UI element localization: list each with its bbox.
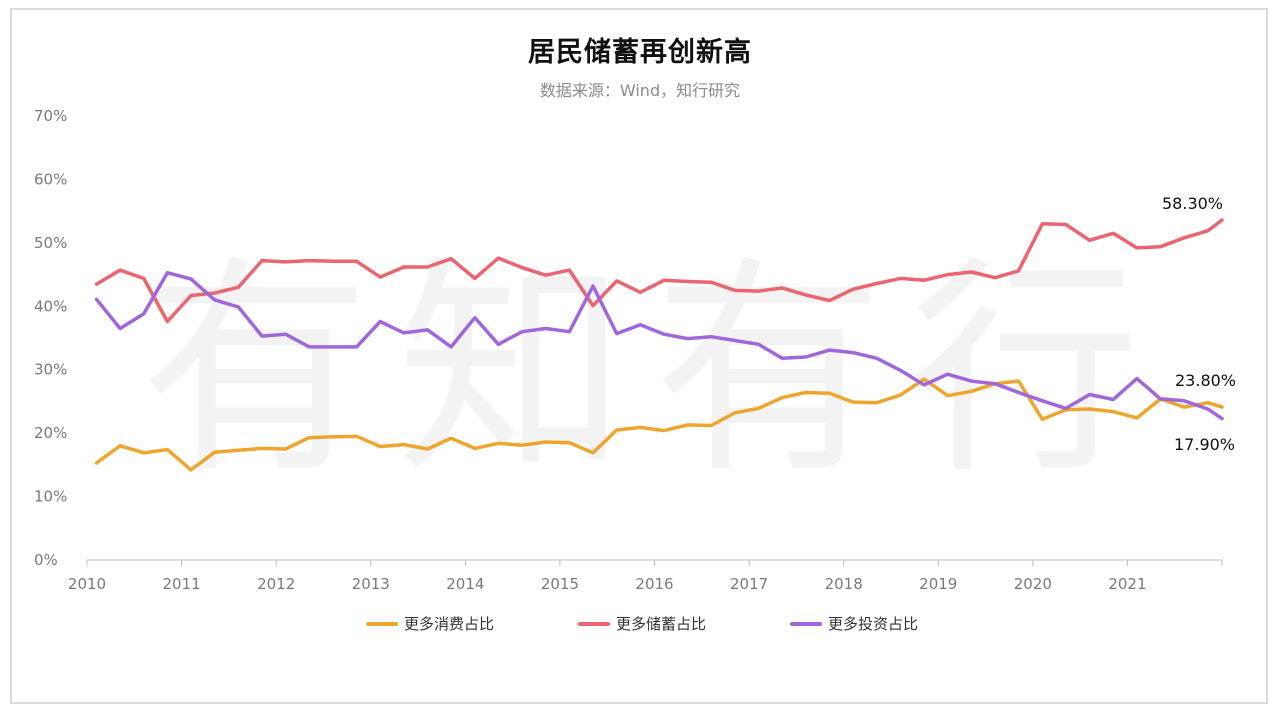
y-tick-label: 30%: [34, 361, 67, 379]
x-tick-label: 2019: [919, 575, 957, 593]
data-label: 17.90%: [1174, 435, 1235, 454]
x-tick-label: 2018: [825, 575, 863, 593]
series-line-consumption: [94, 377, 1224, 472]
x-tick-label: 2014: [446, 575, 484, 593]
legend: 更多消费占比 更多储蓄占比 更多投资占比: [0, 613, 1280, 637]
x-tick-label: 2016: [635, 575, 673, 593]
legend-label-investment: 更多投资占比: [828, 615, 919, 633]
series-line-investment: [94, 270, 1224, 421]
x-tick-label: 2021: [1108, 575, 1146, 593]
legend-item-investment[interactable]: 更多投资占比: [790, 613, 918, 634]
y-tick-label: 60%: [34, 170, 67, 188]
legend-item-consumption[interactable]: 更多消费占比: [366, 613, 494, 634]
x-tick-label: 2013: [352, 575, 390, 593]
y-tick-label: 0%: [34, 551, 58, 569]
legend-swatch-consumption: [366, 621, 398, 626]
x-tick-label: 2020: [1014, 575, 1052, 593]
chart-frame: [10, 8, 1268, 704]
x-tick-label: 2011: [162, 575, 200, 593]
chart-subtitle: 数据来源：Wind，知行研究: [539, 81, 741, 100]
y-tick-label: 10%: [34, 488, 67, 506]
y-tick-label: 40%: [34, 297, 67, 315]
legend-item-savings[interactable]: 更多储蓄占比: [578, 613, 706, 634]
legend-label-savings: 更多储蓄占比: [616, 615, 707, 633]
y-tick-label: 70%: [34, 107, 67, 125]
x-tick-label: 2017: [730, 575, 768, 593]
y-tick-label: 50%: [34, 234, 67, 252]
chart-title: 居民储蓄再创新高: [528, 37, 752, 68]
data-label: 23.80%: [1175, 371, 1236, 390]
x-tick-label: 2012: [257, 575, 295, 593]
legend-swatch-savings: [578, 621, 610, 626]
y-tick-label: 20%: [34, 424, 67, 442]
series-line-savings: [94, 218, 1224, 324]
x-tick-label: 2015: [541, 575, 579, 593]
legend-swatch-investment: [790, 621, 822, 626]
legend-label-consumption: 更多消费占比: [404, 615, 495, 633]
x-tick-label: 2010: [68, 575, 106, 593]
data-label: 58.30%: [1162, 194, 1223, 213]
